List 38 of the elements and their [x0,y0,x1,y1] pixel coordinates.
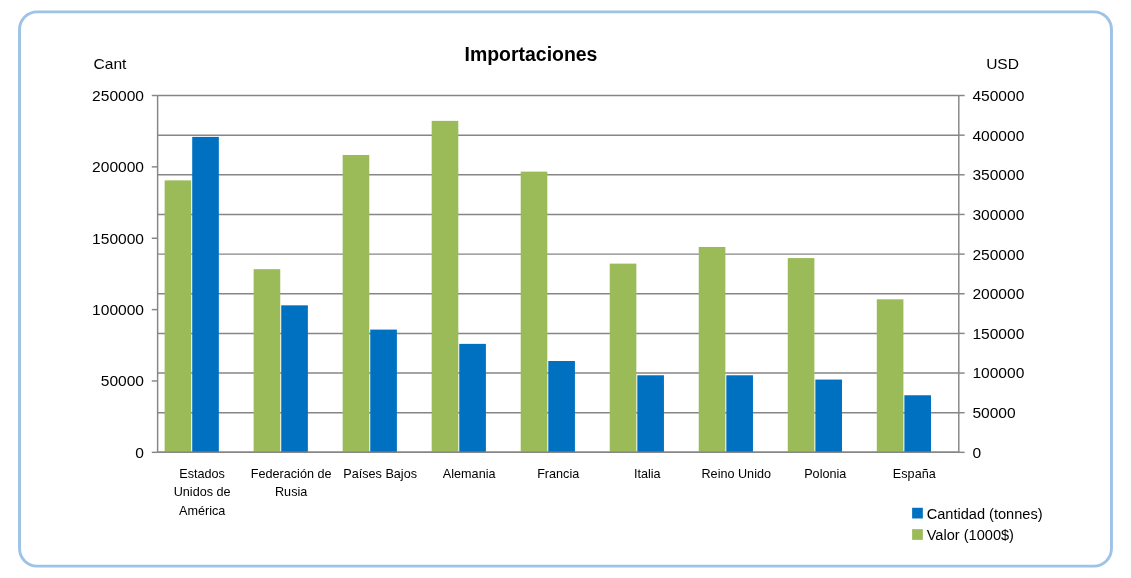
y2-tick-label: 450000 [972,86,1025,104]
y-tick-label: 100000 [92,301,145,319]
y2-tick-label: 200000 [972,285,1025,303]
y2-tick-label: 50000 [972,404,1016,422]
x-tick-label: Francia [537,466,581,481]
y2-tick-label: 250000 [972,245,1025,263]
x-tick-label: Polonia [804,466,848,481]
bar [698,246,726,453]
x-tick-label: Italia [633,466,662,481]
y2-tick-label: 0 [972,443,982,461]
y2-tick-label: 300000 [972,205,1025,223]
x-tick-label: Reino Unido [701,466,771,481]
x-tick-label: Alemania [442,466,497,481]
bar [431,120,459,453]
y-tick-label: 250000 [92,86,145,104]
y-tick-label: 50000 [100,372,145,390]
y2-tick-label: 350000 [972,166,1025,184]
legend-label: Valor (1000$) [926,527,1014,544]
x-tick-label: Federación de Rusia [250,466,332,500]
y2-tick-label: 150000 [972,324,1025,342]
bar [520,171,548,453]
legend-label: Cantidad (tonnes) [926,505,1043,522]
bar [548,361,575,453]
y-tick-label: 0 [135,443,145,461]
y-tick-label: 150000 [92,229,145,247]
x-tick-label: Países Bajos [343,466,418,481]
x-tick-label: España [892,466,937,481]
chart-title: Importaciones [464,43,598,66]
y2-tick-label: 100000 [972,364,1025,382]
x-tick-label: Estados Unidos de América [173,466,231,518]
bar [787,258,815,453]
y2-axis-title: USD [986,55,1019,73]
y-axis-title: Cant [93,55,128,73]
bar [609,263,637,453]
bar [342,154,370,453]
y2-tick-label: 400000 [972,126,1025,144]
y-tick-label: 200000 [92,158,145,176]
bar [876,299,904,453]
